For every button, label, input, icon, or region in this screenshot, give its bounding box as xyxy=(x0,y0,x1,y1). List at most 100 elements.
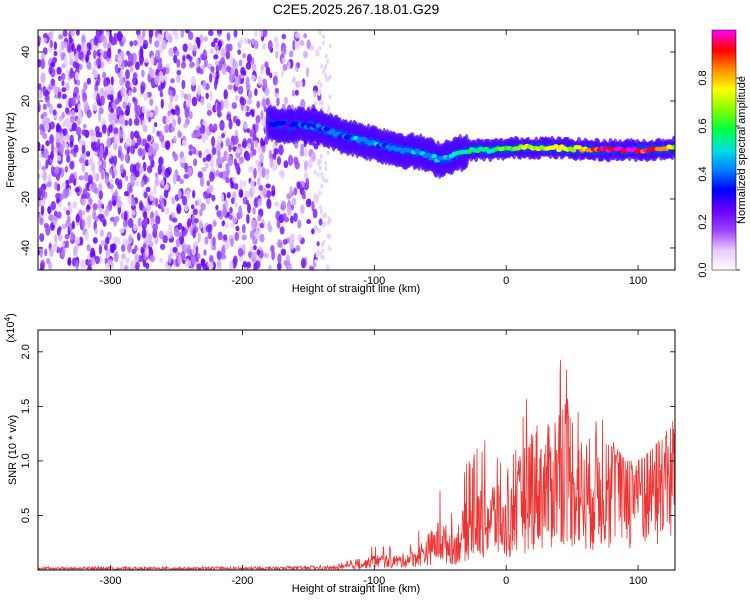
spectrogram-noise-mark xyxy=(313,90,317,98)
spectrogram-noise-mark xyxy=(267,40,273,51)
spectrogram-noise-mark xyxy=(182,54,186,62)
spectrogram-noise-mark xyxy=(269,157,274,169)
spectrogram-noise-mark xyxy=(139,54,144,64)
spectrogram-noise-mark xyxy=(77,109,82,120)
spectrogram-noise-mark xyxy=(197,85,202,96)
spectrogram-noise-mark xyxy=(294,32,301,39)
spectrogram-noise-mark xyxy=(324,73,328,78)
spectrogram-noise-mark xyxy=(211,146,217,156)
spectrogram-noise-mark xyxy=(130,144,136,155)
spectrogram-noise-mark xyxy=(241,224,246,234)
spectrogram-noise-mark xyxy=(171,119,177,128)
spectrogram-noise-mark xyxy=(305,66,310,78)
snr-x-tick-label: 100 xyxy=(629,575,647,587)
spectrogram-noise-mark xyxy=(191,247,197,256)
spectrogram-x-ticks: -300 -200 -100 0 100 xyxy=(100,30,647,287)
spectrogram-noise-mark xyxy=(264,87,270,96)
spectrogram-noise-mark xyxy=(264,173,270,180)
spectrogram-noise-mark xyxy=(73,144,79,154)
spectrogram-noise-mark xyxy=(148,66,153,76)
spectrogram-noise-mark xyxy=(73,152,77,158)
spectrogram-noise-mark xyxy=(277,239,283,248)
spectrogram-noise-mark xyxy=(48,84,54,90)
spectrogram-noise-mark xyxy=(102,38,108,49)
spectrogram-noise-mark xyxy=(177,115,181,125)
spectrogram-noise-mark xyxy=(104,244,108,251)
spectrogram-noise-mark xyxy=(46,257,51,265)
spectrogram-noise-mark xyxy=(127,217,134,229)
spectrogram-noise-mark xyxy=(39,152,43,159)
spectrogram-noise-mark xyxy=(176,74,181,84)
spectrogram-noise-mark xyxy=(177,253,182,265)
spectrogram-noise-mark xyxy=(86,61,92,70)
snr-x-tick-label: 0 xyxy=(503,575,509,587)
spectrogram-noise-mark xyxy=(86,50,91,56)
spectrogram-noise-mark xyxy=(328,94,332,100)
spectrogram-noise-mark xyxy=(160,179,165,186)
spectrogram-noise-mark xyxy=(203,249,207,256)
spectrogram-noise-mark xyxy=(86,109,92,119)
spectrogram-noise-mark xyxy=(137,217,142,228)
spectrogram-noise-mark xyxy=(323,66,327,72)
spectrogram-y-ticks: -40 -20 0 20 40 xyxy=(20,46,675,256)
spectrogram-noise-mark xyxy=(326,108,330,114)
spectrogram-noise-mark xyxy=(210,261,214,270)
spectrogram-noise-mark xyxy=(150,55,155,66)
spectrogram-noise-mark xyxy=(90,247,96,257)
spectrogram-noise-mark xyxy=(191,213,196,225)
spectrogram-noise-mark xyxy=(47,206,52,215)
colorbar-tick-label: 0.0 xyxy=(697,262,709,277)
spectrogram-noise-mark xyxy=(235,118,241,127)
spectrogram-noise-mark xyxy=(234,60,238,69)
spectrogram-noise-mark xyxy=(124,210,128,221)
spectrogram-noise-mark xyxy=(316,241,320,247)
spectrogram-noise-mark xyxy=(147,165,153,174)
spectrogram-noise-mark xyxy=(105,248,111,259)
spectrogram-noise-mark xyxy=(140,69,145,78)
spectrogram-noise-mark xyxy=(154,177,160,187)
spectrogram-noise-mark xyxy=(273,200,280,208)
spectrogram-noise-mark xyxy=(285,254,291,263)
spectrogram-noise-mark xyxy=(154,122,158,128)
spectrogram-noise-mark xyxy=(54,166,60,175)
spectrogram-noise-mark xyxy=(289,234,295,242)
spectrogram-noise-mark xyxy=(101,124,107,134)
spectrogram-noise-mark xyxy=(167,253,172,264)
spectrogram-noise-mark xyxy=(63,56,68,68)
spectrogram-noise-mark xyxy=(190,75,197,87)
spectrogram-noise-mark xyxy=(289,242,294,251)
snr-y-multiplier-base: (x10 xyxy=(5,321,17,342)
spectrogram-noise-mark xyxy=(67,258,72,266)
spectrogram-noise-mark xyxy=(290,215,294,224)
spectrogram-noise-mark xyxy=(180,89,185,99)
spectrogram-noise-mark xyxy=(239,179,243,190)
spectrogram-noise-mark xyxy=(318,30,322,36)
spectrogram-noise-mark xyxy=(281,57,286,64)
spectrogram-noise-mark xyxy=(52,57,58,64)
spectrogram-noise-mark xyxy=(58,144,64,155)
spectrogram-noise-mark xyxy=(177,222,183,230)
spectrogram-noise-mark xyxy=(190,204,195,210)
spectrogram-noise-mark xyxy=(239,189,244,198)
spectrogram-noise-mark xyxy=(135,30,141,36)
spectrogram-noise-mark xyxy=(174,31,179,40)
spectrogram-noise-mark xyxy=(280,200,287,211)
spectrogram-noise-mark xyxy=(70,30,75,37)
spectrogram-y-tick-label: 20 xyxy=(20,95,32,107)
spectrogram-noise-mark xyxy=(43,148,49,159)
spectrogram-noise-mark xyxy=(63,41,68,49)
spectrogram-noise-mark xyxy=(96,93,100,105)
spectrogram-noise-mark xyxy=(82,188,88,196)
spectrogram-noise-mark xyxy=(92,170,96,180)
spectrogram-noise-mark xyxy=(227,84,234,90)
spectrogram-noise-mark xyxy=(92,237,98,244)
spectrogram-noise-mark xyxy=(69,140,74,148)
spectrogram-noise-mark xyxy=(93,36,99,46)
spectrogram-noise-mark xyxy=(163,188,169,199)
spectrogram-noise-mark xyxy=(119,259,124,270)
spectrogram-noise-mark xyxy=(245,76,250,88)
spectrogram-noise-mark xyxy=(265,66,271,76)
spectrogram-noise-mark xyxy=(254,30,258,37)
spectrogram-noise-mark xyxy=(261,189,268,195)
spectrogram-noise-mark xyxy=(142,148,147,156)
